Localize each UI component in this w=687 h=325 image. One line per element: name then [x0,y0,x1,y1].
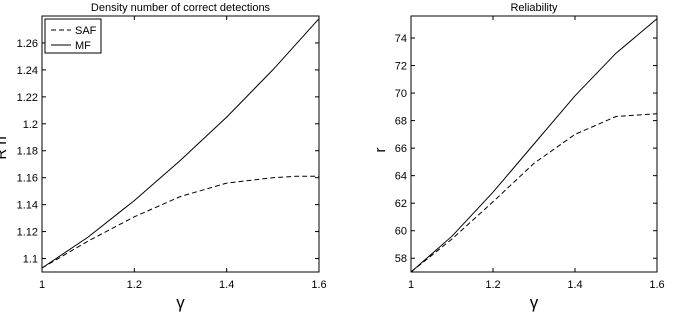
y-tick-label: 1.12 [17,227,38,239]
x-axis-label: γ [530,293,539,312]
x-tick-label: 1.2 [127,279,142,291]
y-tick-label: 62 [395,198,407,210]
plot-frame [410,15,658,273]
y-tick-label: 72 [395,61,407,73]
x-tick-label: 1.6 [311,279,326,291]
y-tick-label: 58 [395,253,407,265]
y-axis-label-superscript: * [0,119,3,124]
series-line-mf [41,18,320,269]
y-tick-label: 1.26 [17,38,38,50]
y-tick-label: 1.18 [17,146,38,158]
chart-title: Density number of correct detections [91,2,271,14]
chart-panel-1: 1 1.2 1.4 1.6 1.1 1.12 1.14 1.16 1.18 1.2 1.22 1.24… [0,2,327,312]
x-axis-label: γ [176,293,185,312]
y-tick-label: 1.24 [17,65,38,77]
chart-title: Reliability [510,2,558,14]
x-tick-label: 1 [408,279,414,291]
y-tick-label: 60 [395,226,407,238]
x-tick-label: 1.6 [649,279,664,291]
y-tick-label: 1.14 [17,200,38,212]
y-tick-label: 1.2 [23,119,38,131]
y-tick-label: 64 [395,171,407,183]
x-tick-label: 1.4 [219,279,234,291]
x-tick-label: 1 [39,279,45,291]
legend-label-mf: MF [75,40,91,52]
legend-label-saf: SAF [75,25,97,37]
y-tick-label: 70 [395,88,407,100]
y-axis-label: R n [0,136,10,159]
y-axis-label: r [372,148,389,153]
series-line-1 [410,113,658,273]
plot-frame [41,15,320,273]
chart-panel-2: 1 1.2 1.4 1.6 58 60 62 64 66 68 70 72 74 Reliability γ… [372,2,665,312]
y-tick-label: 74 [395,33,407,45]
series-line-2 [410,18,658,273]
y-tick-label: 1.16 [17,173,38,185]
x-tick-label: 1.4 [567,279,582,291]
series-line-saf [41,175,319,269]
x-tick-label: 1.2 [485,279,500,291]
y-tick-label: 66 [395,143,407,155]
y-tick-label: 68 [395,116,407,128]
y-tick-label: 1.1 [23,254,38,266]
y-tick-label: 1.22 [17,92,38,104]
legend-box [44,18,102,54]
